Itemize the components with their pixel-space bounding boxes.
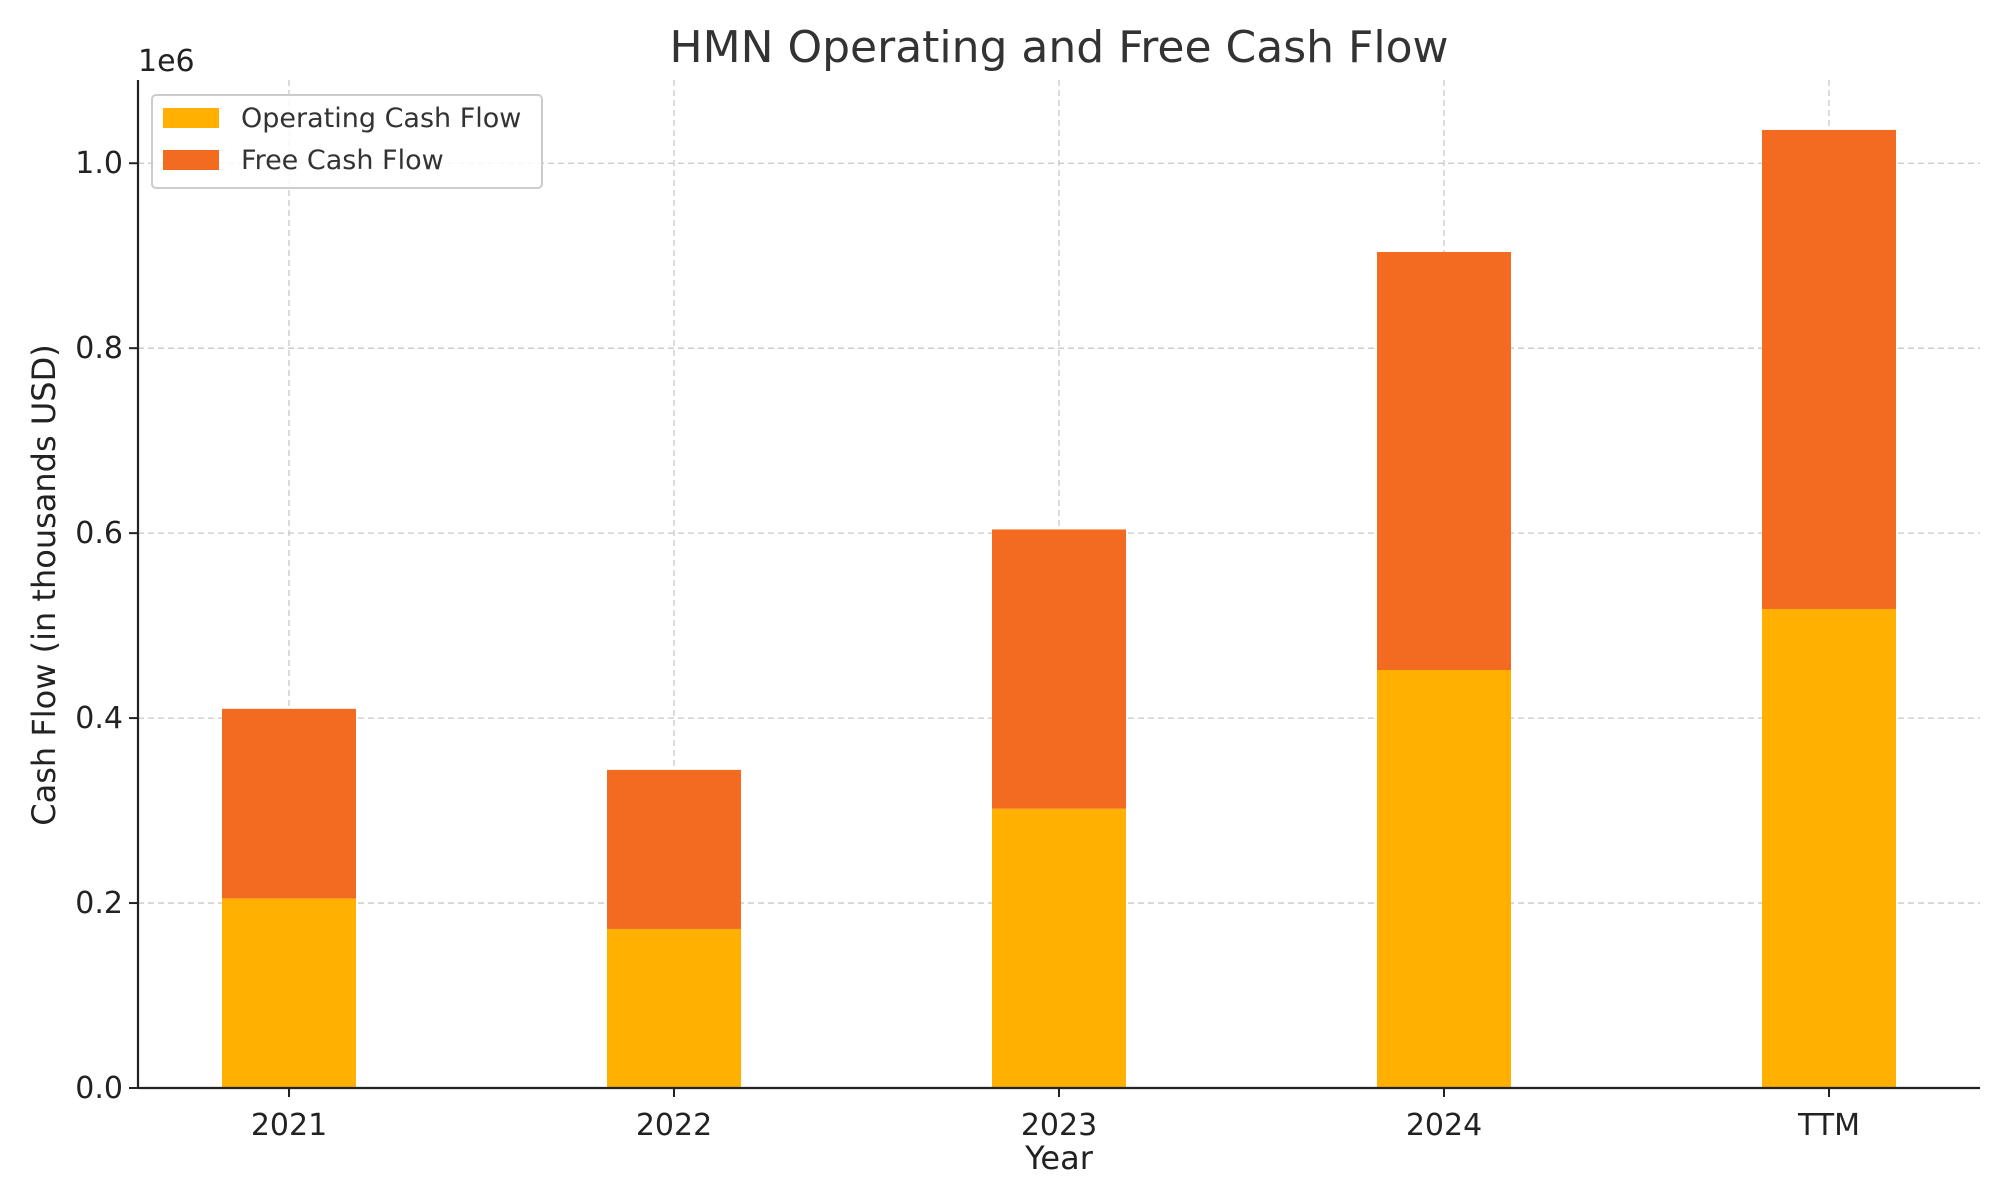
- bar-operating-cash-flow-2023: [992, 808, 1126, 1088]
- y-tick-label: 0.2: [75, 886, 123, 921]
- x-tick-label-2024: 2024: [1406, 1108, 1482, 1143]
- bar-free-cash-flow-2023: [992, 529, 1126, 809]
- bar-free-cash-flow-2022: [607, 769, 741, 929]
- legend: Operating Cash Flow Free Cash Flow: [151, 94, 543, 189]
- x-tick-label-2021: 2021: [251, 1108, 327, 1143]
- y-tick-label: 0.0: [75, 1071, 123, 1106]
- bars: [222, 129, 1896, 1088]
- x-axis-title: Year: [1024, 1139, 1094, 1177]
- bar-free-cash-flow-ttm: [1762, 129, 1896, 609]
- bar-operating-cash-flow-ttm: [1762, 608, 1896, 1088]
- axes: [129, 80, 1980, 1097]
- x-tick-label-ttm: TTM: [1797, 1108, 1860, 1143]
- chart-title: HMN Operating and Free Cash Flow: [670, 22, 1449, 73]
- y-tick-label: 0.8: [75, 331, 123, 366]
- labels: 0.0 0.2 0.4 0.6 0.8 1.0 2021 2022 2023 2024 TTM: [75, 146, 1860, 1143]
- bar-operating-cash-flow-2022: [607, 928, 741, 1088]
- y-axis-offset-label: 1e6: [138, 44, 195, 79]
- legend-frame: [151, 94, 543, 189]
- bar-free-cash-flow-2021: [222, 708, 356, 899]
- y-tick-label: 0.4: [75, 701, 123, 736]
- x-tick-label-2023: 2023: [1021, 1108, 1097, 1143]
- legend-swatch-operating-cash-flow: [163, 108, 219, 128]
- y-axis-title: Cash Flow (in thousands USD): [25, 344, 63, 825]
- y-tick-label: 1.0: [75, 146, 123, 181]
- bar-free-cash-flow-2024: [1377, 252, 1511, 671]
- legend-label-operating-cash-flow: Operating Cash Flow: [241, 103, 521, 134]
- y-tick-label: 0.6: [75, 516, 123, 551]
- legend-label-free-cash-flow: Free Cash Flow: [241, 145, 444, 176]
- x-tick-label-2022: 2022: [636, 1108, 712, 1143]
- bar-operating-cash-flow-2024: [1377, 670, 1511, 1088]
- bar-operating-cash-flow-2021: [222, 898, 356, 1088]
- legend-swatch-free-cash-flow: [163, 150, 219, 170]
